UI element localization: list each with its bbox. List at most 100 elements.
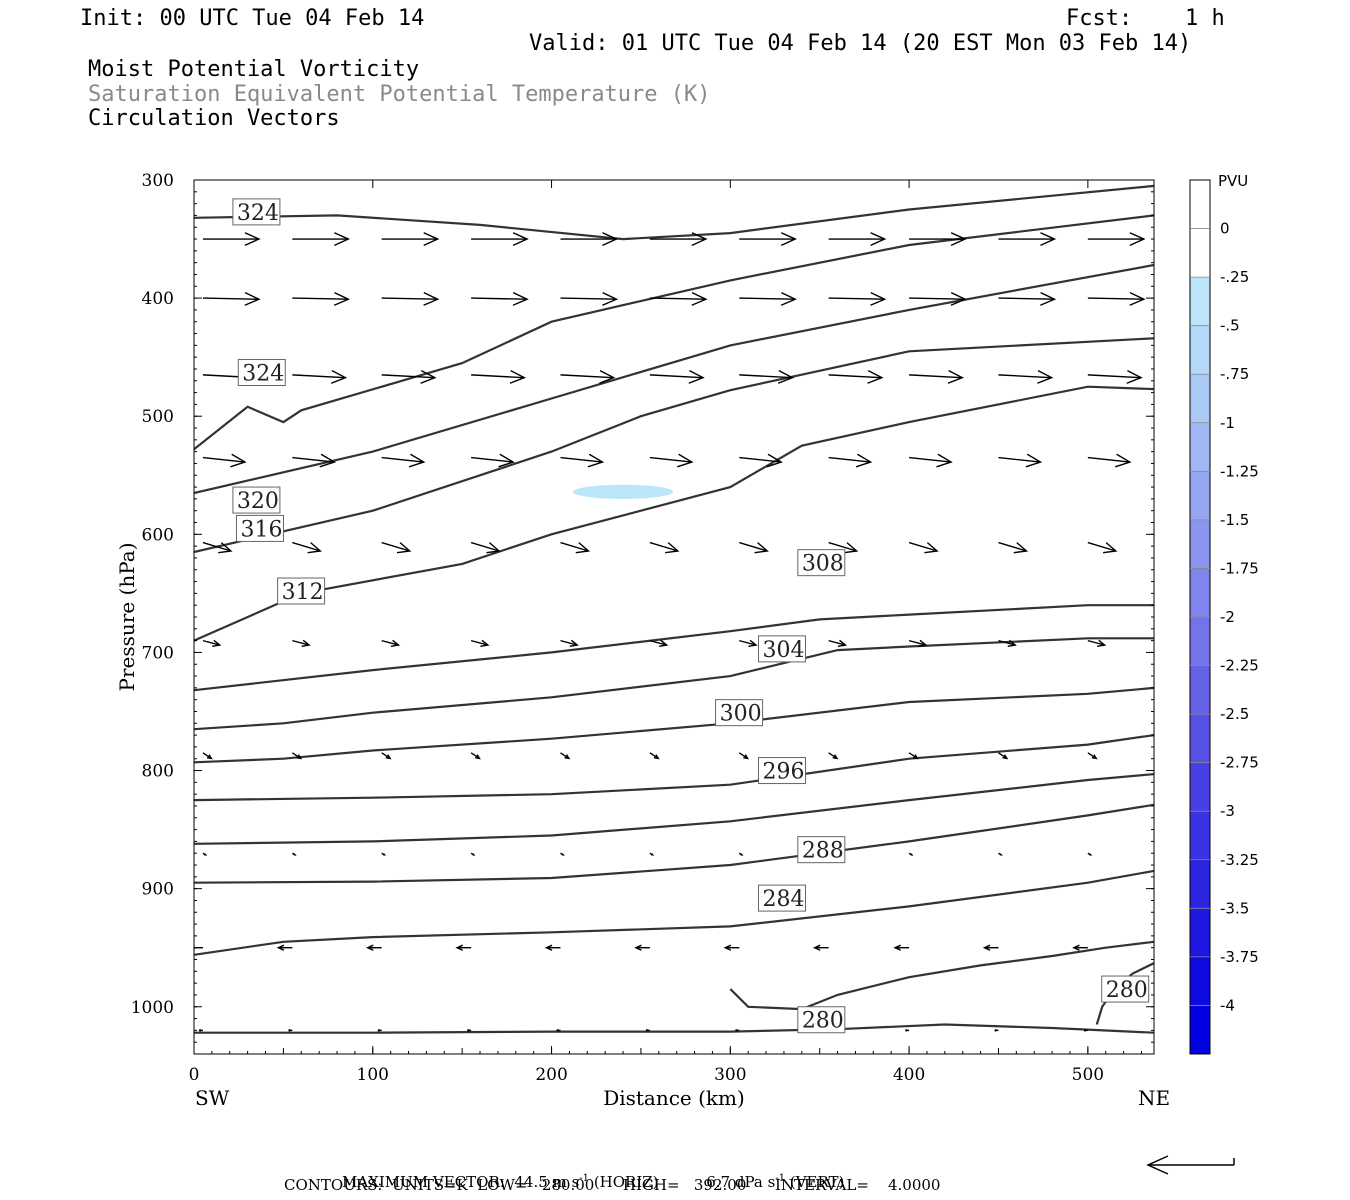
circulation-vector [470, 852, 476, 856]
circulation-vector [739, 541, 769, 554]
circulation-vector [1087, 541, 1118, 554]
colorbar-label: 0 [1220, 220, 1230, 238]
circulation-vector [1087, 453, 1132, 468]
max-vector-horiz: 44.5 [514, 1173, 548, 1191]
circulation-vector [905, 1029, 910, 1032]
circulation-vector [893, 944, 910, 951]
circulation-vector [908, 752, 919, 760]
colorbar-title: PVU [1218, 172, 1248, 190]
circulation-vector [1087, 292, 1146, 306]
circulation-vector [560, 453, 605, 468]
circulation-vector [292, 639, 311, 648]
circulation-vector [739, 639, 758, 648]
colorbar-label: -1.25 [1220, 462, 1259, 480]
circulation-vector [998, 232, 1057, 246]
contour-296-line-6 [194, 734, 1154, 802]
contour-label-text-284: 284 [762, 887, 804, 912]
max-vector-vert-units: dPa s [734, 1173, 776, 1191]
circulation-vector [908, 852, 914, 856]
contour-label-280-1: 280 [1101, 975, 1150, 1003]
contour-280-line-0 [194, 1023, 1154, 1034]
title-sat-theta-e: Saturation Equivalent Potential Temperat… [88, 82, 711, 107]
circulation-vector [739, 453, 783, 468]
contour-280-line-1 [729, 940, 1154, 1011]
colorbar-segment [1190, 811, 1210, 861]
y-axis-title: Pressure (hPa) [115, 543, 139, 692]
circulation-vector [994, 1029, 999, 1032]
contours-info: CONTOURS: UNITS=K LOW= 280.00 HIGH= 392.… [284, 1176, 941, 1194]
contour-label-320-12: 320 [232, 486, 281, 514]
circulation-vector [735, 1029, 740, 1032]
contour-layer [194, 184, 1154, 1034]
y-tick-label: 700 [142, 643, 174, 663]
circulation-vector [202, 541, 233, 554]
circulation-vector [291, 752, 303, 760]
circulation-vector [649, 541, 680, 554]
valid-time: Valid: 01 UTC Tue 04 Feb 14 (20 EST Mon … [529, 31, 1192, 56]
circulation-vector [292, 453, 337, 468]
circulation-vector [908, 639, 928, 648]
circulation-vector [291, 852, 297, 856]
circulation-vector [560, 752, 571, 760]
circulation-vector [998, 639, 1017, 648]
max-vector-horiz-tag: (HORIZ) [593, 1173, 659, 1191]
circulation-vector [739, 292, 797, 306]
y-tick-label: 1000 [131, 998, 174, 1018]
max-vector-vert: 6.7 [706, 1173, 731, 1191]
contour-324-line-14 [194, 184, 1154, 241]
circulation-vector [739, 370, 795, 384]
max-vector-line: MAXIMUM VECTOR: 44.5 m s-1 (HORIZ) 6.7 d… [342, 1159, 844, 1190]
colorbar-segment [1190, 762, 1210, 812]
colorbar-label: -2.5 [1220, 705, 1249, 723]
circulation-vector [276, 944, 293, 951]
colorbar-segment [1190, 617, 1210, 667]
circulation-vector [202, 232, 261, 246]
circulation-vector [828, 232, 887, 246]
max-vector-horiz-exp: -1 [579, 1173, 590, 1184]
forecast-hour: 1 h [1185, 6, 1225, 31]
circulation-vector [998, 852, 1003, 856]
circulation-vector [381, 232, 440, 246]
circulation-vector [828, 752, 839, 760]
colorbar-segment [1190, 374, 1210, 424]
circulation-vector [649, 639, 669, 648]
contour-292-line-5 [194, 773, 1154, 845]
circulation-vector [812, 944, 829, 951]
contour-label-text-304: 304 [762, 638, 804, 663]
circulation-vector [998, 541, 1029, 554]
contour-304-line-8 [194, 637, 1154, 731]
axis-tick-labels: 0 100 200 300 400 500 300 400 500 600 700 800 900 100… [131, 171, 1104, 1085]
contour-312-line-10 [194, 385, 1154, 642]
contour-label-text-324: 324 [242, 362, 284, 387]
circulation-vector [288, 1029, 293, 1032]
circulation-vector [828, 370, 884, 384]
circulation-vector [455, 944, 472, 951]
circulation-vector [1087, 852, 1093, 856]
circulation-vector [366, 944, 382, 951]
contour-label-296-6: 296 [757, 757, 806, 785]
circulation-vector [560, 639, 579, 648]
circulation-vector [649, 752, 660, 760]
y-tick-label: 900 [142, 880, 174, 900]
max-vector-vert-exp: -1 [775, 1173, 786, 1184]
contour-label-text-288: 288 [802, 839, 844, 864]
colorbar-label: -1.75 [1220, 559, 1259, 577]
contour-label-288-4: 288 [797, 836, 846, 864]
contour-label-312-10: 312 [277, 577, 326, 605]
contour-label-text-280: 280 [1106, 978, 1148, 1003]
x-tick-label: 300 [714, 1065, 746, 1085]
x-tick-label: 400 [893, 1065, 925, 1085]
y-tick-label: 800 [142, 762, 174, 782]
colorbar-segment [1190, 228, 1210, 278]
circulation-vector [560, 292, 619, 306]
colorbar-label: -2.75 [1220, 754, 1259, 772]
colorbar-label: -.25 [1220, 268, 1249, 286]
circulation-vector [560, 852, 565, 856]
circulation-vector [828, 292, 887, 306]
colorbar-label: -.75 [1220, 365, 1249, 383]
y-tick-label: 300 [142, 171, 174, 191]
circulation-vector [998, 453, 1043, 468]
circulation-vector [202, 639, 222, 648]
circulation-vector [1087, 232, 1146, 246]
colorbar-label: -.5 [1220, 317, 1240, 335]
